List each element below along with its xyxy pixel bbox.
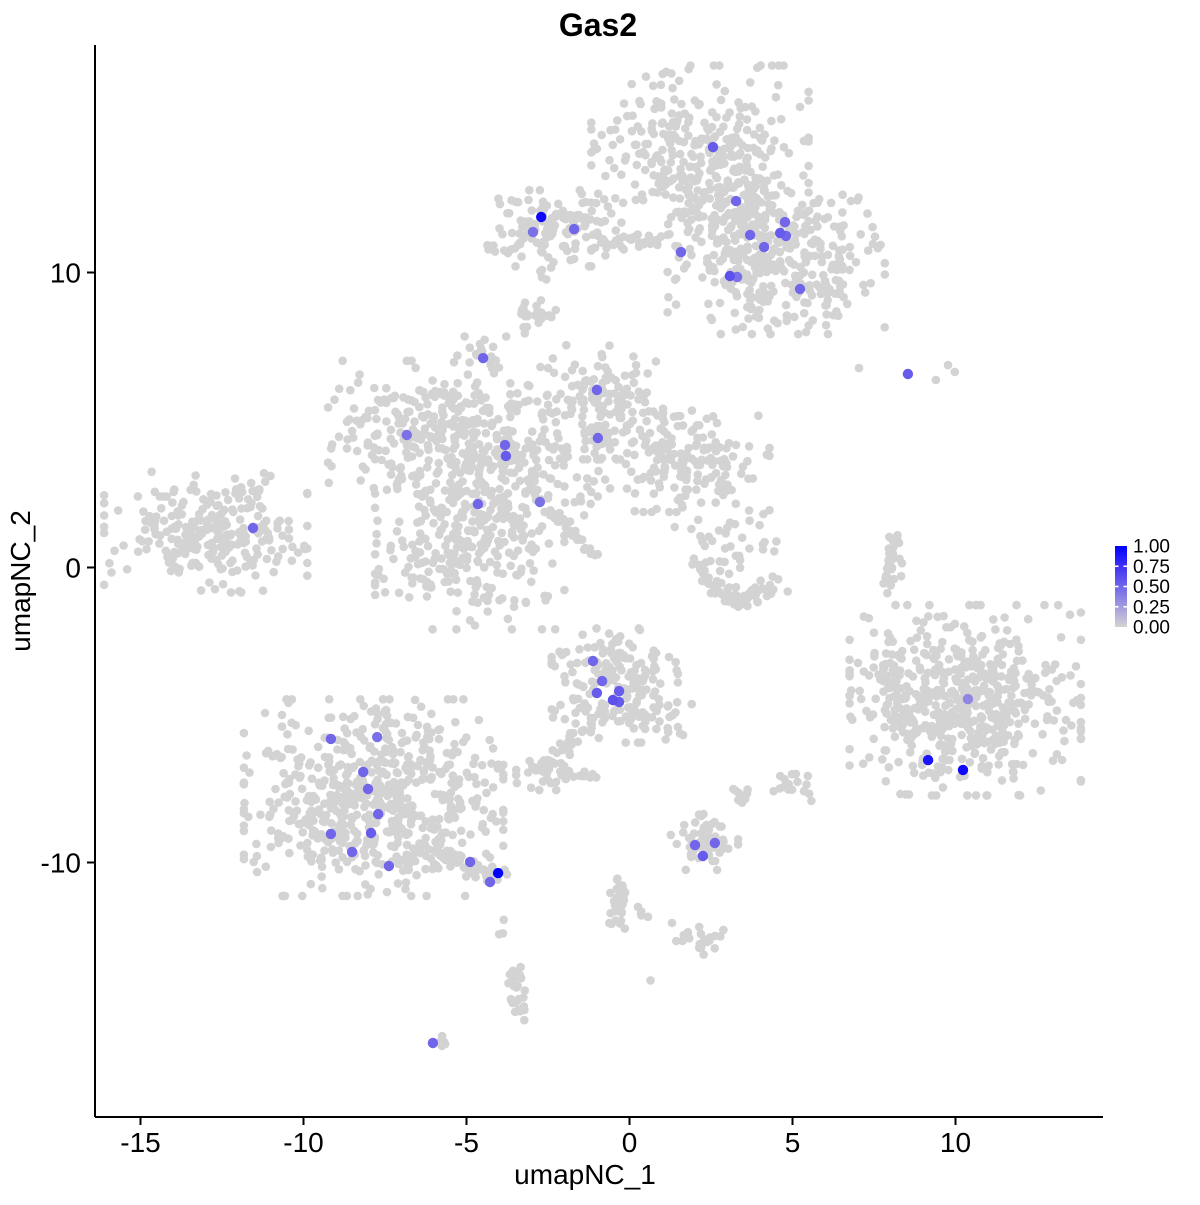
expressing-cell (401, 429, 412, 441)
expressing-cell (709, 837, 721, 849)
expressing-cell (373, 808, 384, 820)
expressing-cell (500, 450, 512, 462)
expressing-cell (779, 216, 791, 228)
expressing-cell (427, 1037, 439, 1049)
expressing-cell (957, 764, 969, 776)
expressing-cell (596, 675, 608, 687)
expressing-cell (689, 839, 701, 851)
expressing-cell (591, 384, 603, 396)
legend-tick-label: 1.00 (1133, 537, 1170, 558)
expressing-cell (472, 498, 484, 510)
expressing-cell (730, 195, 742, 207)
scatter-points (99, 61, 1086, 1051)
legend-tick-label: 0.00 (1133, 618, 1170, 639)
legend-tick-label: 0.50 (1133, 577, 1170, 598)
expressing-cell (607, 694, 619, 706)
expressing-cell (536, 211, 547, 223)
expressing-cell (484, 876, 496, 888)
expressing-cell (372, 731, 383, 743)
axes: -15 -10 -5 0 5 10 10 0 -10 (41, 45, 1103, 1158)
expressing-cell (697, 850, 709, 862)
expressing-cell (362, 783, 374, 795)
expressing-cell (744, 229, 756, 241)
expressing-cell (464, 856, 476, 868)
expressing-cell (592, 432, 604, 444)
expressing-cell (477, 352, 489, 364)
plot-title: Gas2 (559, 7, 637, 43)
expressing-cell (613, 685, 625, 697)
expressing-cell (247, 522, 259, 534)
expressing-cell (325, 828, 337, 840)
expressing-cell (492, 867, 504, 879)
legend-tick-label: 0.25 (1133, 597, 1170, 618)
expressing-cell (325, 733, 337, 745)
color-legend: 1.000.750.500.250.00 (1115, 537, 1170, 639)
expressing-cell (675, 246, 687, 258)
x-tick-label: -10 (283, 1127, 323, 1158)
expressing-cell (922, 754, 934, 766)
expressing-cell (794, 283, 806, 295)
y-axis-title: umapNC_2 (5, 510, 36, 652)
expressing-cell (587, 655, 599, 667)
expressing-cell (383, 860, 395, 872)
x-tick-label: -5 (454, 1127, 479, 1158)
expressing-cell (499, 439, 511, 451)
x-axis-title: umapNC_1 (514, 1159, 656, 1190)
expressing-cell (346, 846, 358, 858)
expressing-cell (527, 226, 539, 238)
expressing-cell (365, 827, 377, 839)
x-tick-label: 10 (940, 1127, 971, 1158)
expressing-cell (962, 693, 974, 705)
y-tick-label: 10 (50, 258, 81, 289)
expressing-cell (707, 141, 719, 153)
y-tick-label: -10 (41, 848, 81, 879)
expressing-cell (774, 227, 786, 239)
x-tick-label: 0 (622, 1127, 638, 1158)
expressing-cell (724, 270, 736, 282)
expressing-cell (591, 687, 603, 699)
x-tick-label: -15 (120, 1127, 160, 1158)
legend-tick-label: 0.75 (1133, 557, 1170, 578)
y-tick-label: 0 (65, 553, 81, 584)
expressing-cell (902, 368, 914, 380)
expressing-cell (568, 223, 580, 235)
x-tick-label: 5 (785, 1127, 801, 1158)
expressing-cell (534, 496, 546, 508)
expressing-cell (358, 766, 369, 778)
expressing-cell (758, 241, 770, 253)
